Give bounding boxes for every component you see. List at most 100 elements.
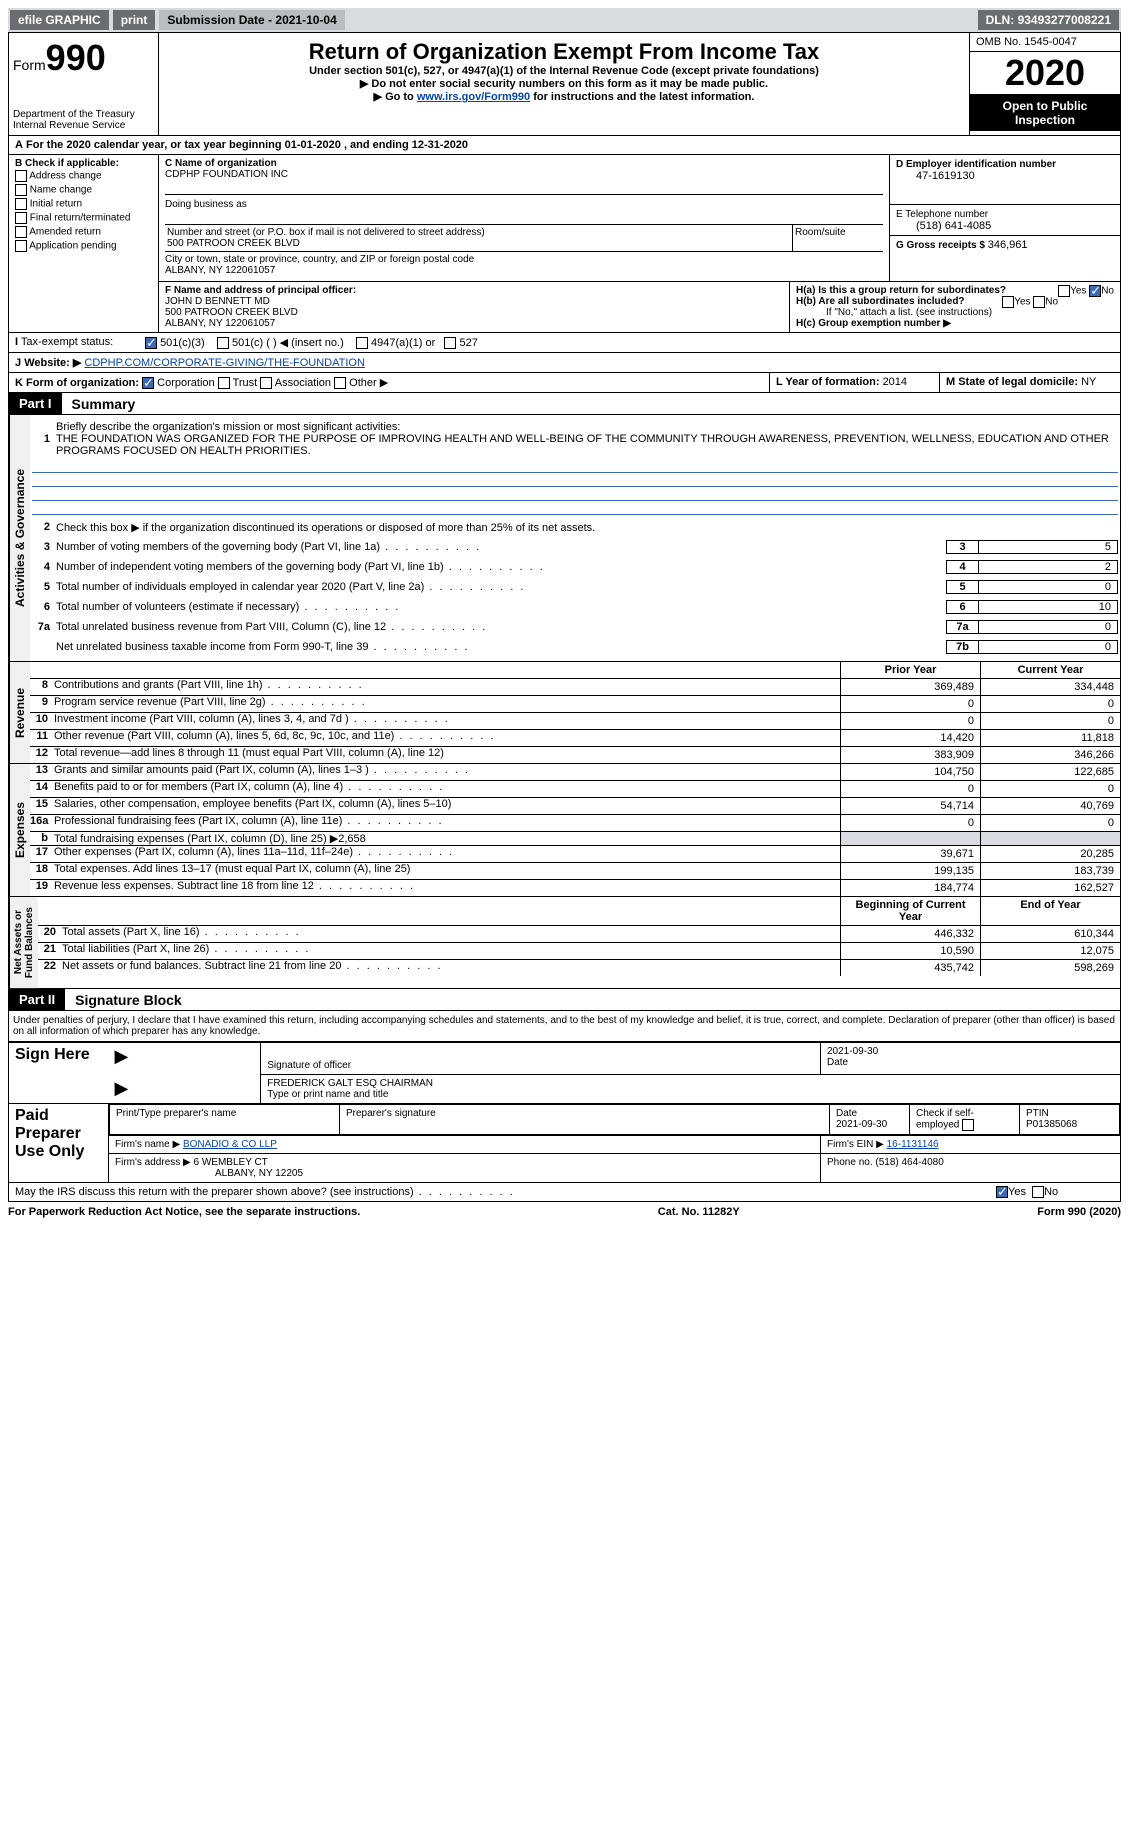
v5: 0 [978, 580, 1118, 594]
footer-right: Form 990 (2020) [1037, 1206, 1121, 1218]
discuss-q: May the IRS discuss this return with the… [9, 1183, 990, 1201]
box-i-lbl: Tax-exempt status: [21, 336, 113, 348]
footer-left: For Paperwork Reduction Act Notice, see … [8, 1206, 360, 1218]
l10: Investment income (Part VIII, column (A)… [54, 713, 840, 729]
efile-btn[interactable]: efile GRAPHIC [10, 10, 109, 30]
box-d-lbl: D Employer identification number [896, 159, 1056, 170]
l6: Total number of volunteers (estimate if … [56, 601, 946, 613]
form-number: 990 [46, 37, 106, 78]
box-e-lbl: E Telephone number [896, 209, 988, 220]
l9: Program service revenue (Part VIII, line… [54, 696, 840, 712]
box-h-a: H(a) Is this a group return for subordin… [796, 285, 1114, 296]
l16b: Total fundraising expenses (Part IX, col… [54, 832, 840, 845]
v7a: 0 [978, 620, 1118, 634]
gross-receipts: 346,961 [988, 239, 1028, 251]
mission-text: THE FOUNDATION WAS ORGANIZED FOR THE PUR… [56, 433, 1109, 457]
box-k-lbl: K Form of organization: [15, 377, 139, 389]
print-btn[interactable]: print [113, 10, 156, 30]
l17: Other expenses (Part IX, column (A), lin… [54, 846, 840, 862]
box-f-lbl: F Name and address of principal officer: [165, 285, 356, 296]
omb-number: OMB No. 1545-0047 [970, 33, 1120, 52]
irs-link[interactable]: www.irs.gov/Form990 [417, 91, 530, 103]
box-c-name-lbl: C Name of organization [165, 158, 277, 169]
l16a: Professional fundraising fees (Part IX, … [54, 815, 840, 831]
l18: Total expenses. Add lines 13–17 (must eq… [54, 863, 840, 879]
v4: 2 [978, 560, 1118, 574]
l22: Net assets or fund balances. Subtract li… [62, 960, 840, 976]
box-j-lbl: Website: ▶ [24, 357, 81, 369]
dln-box: DLN: 93493277008221 [978, 10, 1119, 30]
v7b: 0 [978, 640, 1118, 654]
l5: Total number of individuals employed in … [56, 581, 946, 593]
side-net: Net Assets or Fund Balances [9, 897, 38, 988]
box-h-c: H(c) Group exemption number ▶ [796, 318, 1114, 329]
side-expenses: Expenses [9, 764, 30, 896]
l12: Total revenue—add lines 8 through 11 (mu… [54, 747, 840, 763]
subdate-btn: Submission Date - 2021-10-04 [159, 10, 344, 30]
l21: Total liabilities (Part X, line 26) [62, 943, 840, 959]
box-g-lbl: G Gross receipts $ [896, 240, 988, 251]
part1-hdr: Part I [9, 393, 62, 414]
footer-mid: Cat. No. 11282Y [658, 1206, 740, 1218]
l8: Contributions and grants (Part VIII, lin… [54, 679, 840, 695]
prior-hdr: Prior Year [840, 662, 980, 678]
l13: Grants and similar amounts paid (Part IX… [54, 764, 840, 780]
box-b-list: Address change Name change Initial retur… [15, 169, 152, 253]
side-governance: Activities & Governance [9, 415, 30, 661]
l7b: Net unrelated business taxable income fr… [56, 641, 946, 653]
part1-title: Summary [62, 396, 136, 412]
dba-lbl: Doing business as [165, 199, 247, 210]
l1-lbl: Briefly describe the organization's miss… [56, 421, 400, 433]
l11: Other revenue (Part VIII, column (A), li… [54, 730, 840, 746]
officer-addr: 500 PATROON CREEK BLVD [165, 307, 783, 318]
firm-ein[interactable]: 16-1131146 [887, 1139, 939, 1150]
ein-value: 47-1619130 [896, 170, 1114, 182]
dept-label: Department of the Treasury Internal Reve… [13, 109, 154, 131]
org-city: ALBANY, NY 122061057 [165, 265, 275, 276]
officer-sig-name: FREDERICK GALT ESQ CHAIRMAN [267, 1078, 433, 1089]
l15: Salaries, other compensation, employee b… [54, 798, 840, 814]
box-b-hdr: B Check if applicable: [15, 158, 152, 169]
website-link[interactable]: CDPHP.COM/CORPORATE-GIVING/THE-FOUNDATIO… [84, 357, 365, 369]
l2: Check this box ▶ if the organization dis… [56, 521, 1118, 534]
line-a: A For the 2020 calendar year, or tax yea… [9, 136, 1120, 154]
top-bar: efile GRAPHIC print Submission Date - 20… [8, 8, 1121, 32]
l3: Number of voting members of the governin… [56, 541, 946, 553]
officer-city: ALBANY, NY 122061057 [165, 318, 783, 329]
org-name: CDPHP FOUNDATION INC [165, 169, 288, 180]
firm-phone: (518) 464-4080 [875, 1157, 943, 1168]
part2-hdr: Part II [9, 989, 65, 1010]
subtitle-2: ▶ Do not enter social security numbers o… [165, 77, 963, 90]
form-header: Form990 Department of the Treasury Inter… [8, 32, 1121, 136]
l4: Number of independent voting members of … [56, 561, 946, 573]
firm-name[interactable]: BONADIO & CO LLP [183, 1139, 277, 1150]
addr-lbl: Number and street (or P.O. box if mail i… [167, 227, 485, 238]
l20: Total assets (Part X, line 16) [62, 926, 840, 942]
subtitle-1: Under section 501(c), 527, or 4947(a)(1)… [165, 65, 963, 77]
side-revenue: Revenue [9, 662, 30, 763]
box-h-b2: If "No," attach a list. (see instruction… [796, 307, 1114, 318]
v3: 5 [978, 540, 1118, 554]
year-formation: 2014 [883, 376, 907, 388]
form-label: Form [13, 57, 46, 73]
paid-prep-lbl: Paid Preparer Use Only [9, 1104, 109, 1183]
org-addr: 500 PATROON CREEK BLVD [167, 238, 300, 249]
room-lbl: Room/suite [793, 225, 883, 251]
page-footer: For Paperwork Reduction Act Notice, see … [8, 1202, 1121, 1218]
v6: 10 [978, 600, 1118, 614]
tax-year: 2020 [970, 52, 1120, 95]
phone-value: (518) 641-4085 [896, 220, 1114, 232]
curr-hdr: Current Year [980, 662, 1120, 678]
state-domicile: NY [1081, 376, 1096, 388]
form-title: Return of Organization Exempt From Incom… [165, 39, 963, 65]
l14: Benefits paid to or for members (Part IX… [54, 781, 840, 797]
sign-here-lbl: Sign Here [9, 1043, 109, 1104]
public-inspection: Open to Public Inspection [970, 95, 1120, 131]
l19: Revenue less expenses. Subtract line 18 … [54, 880, 840, 896]
declaration: Under penalties of perjury, I declare th… [8, 1011, 1121, 1042]
tax-status-opts: 501(c)(3) 501(c) ( ) ◀ (insert no.) 4947… [139, 333, 1120, 352]
box-m-lbl: M State of legal domicile: [946, 376, 1081, 388]
l7a: Total unrelated business revenue from Pa… [56, 621, 946, 633]
subtitle-3: ▶ Go to www.irs.gov/Form990 for instruct… [165, 90, 963, 103]
officer-name: JOHN D BENNETT MD [165, 296, 783, 307]
